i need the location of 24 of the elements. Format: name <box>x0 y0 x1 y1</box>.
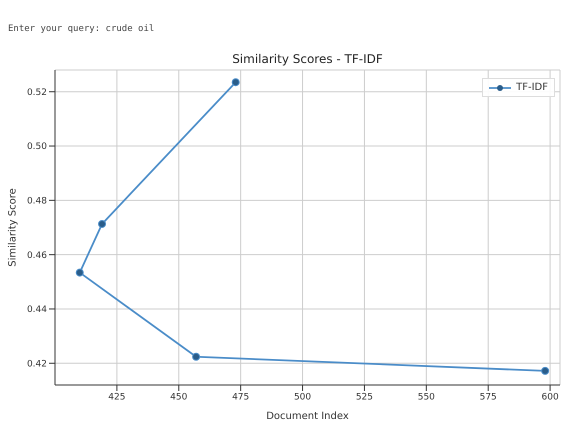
y-tick-label: 0.46 <box>26 250 48 261</box>
x-tick-label: 550 <box>418 392 436 402</box>
x-tick-label: 600 <box>542 392 559 402</box>
text: Enter your query: crude oil <box>8 24 154 34</box>
y-tick-label: 0.52 <box>26 88 47 98</box>
y-tick-label: 0.42 <box>26 359 47 370</box>
point <box>192 352 200 361</box>
legend-label: TF-IDF <box>516 82 548 93</box>
point <box>232 78 240 86</box>
point <box>76 268 84 277</box>
x-tick-label: 575 <box>480 392 497 402</box>
x-tick-label: 450 <box>170 392 188 402</box>
point <box>541 366 550 375</box>
x-axis-title: Document Index <box>266 411 349 422</box>
x-tick-label: 425 <box>108 392 126 402</box>
y-tick-label: 0.44 <box>26 305 48 316</box>
point <box>98 220 106 228</box>
x-tick-label: 500 <box>294 392 312 402</box>
x-tick-label: 525 <box>356 392 374 402</box>
y-tick-label: 0.48 <box>26 196 48 207</box>
y-tick-label: 0.50 <box>26 142 48 152</box>
y-axis-title: Similarity Score <box>8 188 19 267</box>
chart-title: Similarity Scores - TF-IDF <box>231 52 384 66</box>
x-tick-label: 475 <box>232 392 250 402</box>
